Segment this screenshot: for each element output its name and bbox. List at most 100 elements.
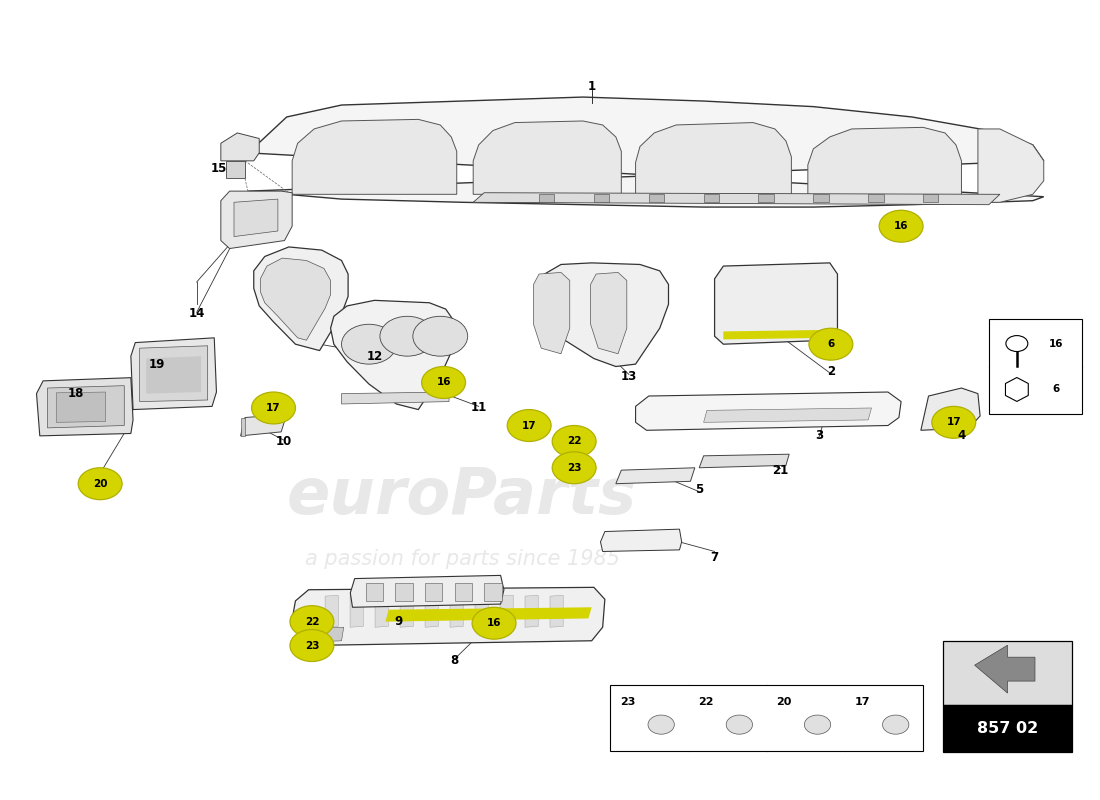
Text: 5: 5 xyxy=(695,482,703,496)
Polygon shape xyxy=(616,468,695,484)
Polygon shape xyxy=(365,583,383,601)
Polygon shape xyxy=(700,454,789,468)
Text: 20: 20 xyxy=(92,478,108,489)
Circle shape xyxy=(808,328,852,360)
Polygon shape xyxy=(1005,378,1028,402)
Text: 6: 6 xyxy=(1053,385,1059,394)
Polygon shape xyxy=(473,121,622,194)
Polygon shape xyxy=(385,607,592,622)
Circle shape xyxy=(882,715,909,734)
Text: 2: 2 xyxy=(827,365,835,378)
Polygon shape xyxy=(943,641,1072,706)
Circle shape xyxy=(252,392,296,424)
Polygon shape xyxy=(943,706,1072,752)
FancyBboxPatch shape xyxy=(610,686,923,750)
Text: 22: 22 xyxy=(698,697,714,706)
Text: 17: 17 xyxy=(266,403,280,413)
Polygon shape xyxy=(484,583,502,601)
Polygon shape xyxy=(807,127,961,202)
Polygon shape xyxy=(221,191,293,249)
Polygon shape xyxy=(350,575,504,607)
Text: 1: 1 xyxy=(587,80,596,93)
Polygon shape xyxy=(921,388,980,430)
Polygon shape xyxy=(234,199,278,237)
Polygon shape xyxy=(537,263,669,366)
Polygon shape xyxy=(254,247,348,350)
Text: 4: 4 xyxy=(957,430,966,442)
Polygon shape xyxy=(425,583,442,601)
Polygon shape xyxy=(868,194,883,202)
Text: 11: 11 xyxy=(471,402,487,414)
Polygon shape xyxy=(341,392,449,404)
Polygon shape xyxy=(331,300,456,410)
Circle shape xyxy=(726,715,752,734)
Polygon shape xyxy=(594,194,609,202)
Circle shape xyxy=(552,426,596,458)
Polygon shape xyxy=(636,392,901,430)
Circle shape xyxy=(552,452,596,484)
Polygon shape xyxy=(539,194,554,202)
Text: 12: 12 xyxy=(366,350,383,362)
Circle shape xyxy=(472,607,516,639)
Polygon shape xyxy=(813,194,828,202)
Polygon shape xyxy=(500,595,514,627)
Polygon shape xyxy=(704,408,871,422)
Circle shape xyxy=(1005,335,1027,351)
Text: 21: 21 xyxy=(772,464,789,477)
Polygon shape xyxy=(400,595,414,627)
Polygon shape xyxy=(227,161,245,178)
Polygon shape xyxy=(525,595,538,627)
Text: 17: 17 xyxy=(855,697,870,706)
Polygon shape xyxy=(636,122,791,202)
Polygon shape xyxy=(47,386,124,428)
Polygon shape xyxy=(923,194,938,202)
Text: 857 02: 857 02 xyxy=(977,722,1038,737)
Text: 16: 16 xyxy=(1048,338,1064,349)
Circle shape xyxy=(879,210,923,242)
Polygon shape xyxy=(724,330,829,339)
Polygon shape xyxy=(978,129,1044,202)
Polygon shape xyxy=(473,193,1000,205)
Polygon shape xyxy=(395,583,412,601)
Text: 10: 10 xyxy=(275,435,292,448)
Text: 19: 19 xyxy=(148,358,165,370)
Circle shape xyxy=(290,630,333,662)
Polygon shape xyxy=(425,595,438,627)
Polygon shape xyxy=(649,194,664,202)
Polygon shape xyxy=(241,414,287,436)
Text: 23: 23 xyxy=(305,641,319,650)
Circle shape xyxy=(290,606,333,638)
Circle shape xyxy=(379,316,434,356)
Text: euroParts: euroParts xyxy=(287,465,637,526)
Polygon shape xyxy=(975,646,1035,693)
Polygon shape xyxy=(293,587,605,646)
Polygon shape xyxy=(601,529,682,551)
Text: 13: 13 xyxy=(620,370,637,382)
Polygon shape xyxy=(36,378,133,436)
Text: 8: 8 xyxy=(450,654,459,667)
Text: 3: 3 xyxy=(815,430,823,442)
Text: 16: 16 xyxy=(487,618,502,628)
Polygon shape xyxy=(534,273,570,354)
Polygon shape xyxy=(704,194,719,202)
Text: 6: 6 xyxy=(827,339,835,349)
Text: 16: 16 xyxy=(894,222,909,231)
Circle shape xyxy=(421,366,465,398)
Polygon shape xyxy=(375,595,388,627)
Circle shape xyxy=(507,410,551,442)
Polygon shape xyxy=(309,627,343,642)
Polygon shape xyxy=(56,392,106,422)
Circle shape xyxy=(341,324,396,364)
Polygon shape xyxy=(475,595,488,627)
Polygon shape xyxy=(350,595,363,627)
Polygon shape xyxy=(241,418,245,436)
Text: 23: 23 xyxy=(620,697,635,706)
Circle shape xyxy=(412,316,468,356)
Text: 18: 18 xyxy=(68,387,85,400)
Text: 7: 7 xyxy=(711,550,718,563)
Polygon shape xyxy=(715,263,837,344)
FancyBboxPatch shape xyxy=(989,318,1082,414)
Polygon shape xyxy=(454,583,472,601)
Polygon shape xyxy=(450,595,463,627)
Polygon shape xyxy=(140,346,208,402)
